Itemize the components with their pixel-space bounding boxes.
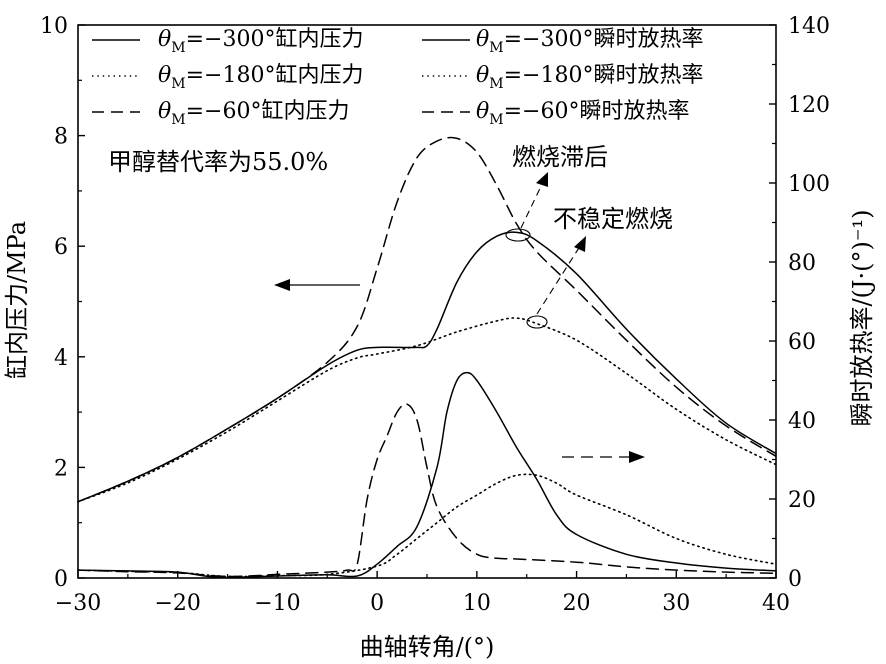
legend: θM=−300°缸内压力 θM=−300°瞬时放热率 θM=−180°缸内压力 θM=… — [92, 27, 703, 128]
y-right-tick-label: 20 — [788, 488, 816, 513]
y-right-tick-label: 80 — [788, 251, 816, 276]
ticks-layer: −30 −20 −10 0 10 20 30 400246810020406080100120… — [40, 14, 830, 616]
x-tick-label: 10 — [463, 591, 491, 616]
legend-label: θM=−300°瞬时放热率 — [476, 27, 703, 56]
y-right-tick-label: 120 — [788, 93, 830, 118]
unstable-pointer-head — [574, 236, 586, 252]
series-layer — [77, 136, 777, 579]
x-tick-label: −30 — [55, 591, 101, 616]
y-left-tick-label: 10 — [40, 14, 68, 39]
y-right-tick-label: 60 — [788, 330, 816, 355]
x-tick-label: 0 — [370, 591, 384, 616]
y-right-tick-label: 100 — [788, 172, 830, 197]
y-left-tick-label: 8 — [54, 125, 68, 150]
legend-label: θM=−60°缸内压力 — [158, 99, 349, 128]
arrow-head-right — [629, 451, 645, 463]
x-tick-label: 30 — [662, 591, 690, 616]
legend-label: θM=−180°瞬时放热率 — [476, 63, 703, 92]
series-line-pressure-solid — [77, 231, 777, 503]
series-line-heat-release-solid — [77, 371, 777, 579]
arrow-head-left — [274, 279, 290, 291]
unstable-marker-ellipse — [526, 315, 548, 329]
y-left-tick-label: 6 — [54, 235, 68, 260]
lag-pointer-head — [536, 172, 548, 187]
y-left-tick-label: 4 — [54, 346, 68, 371]
x-tick-label: −20 — [154, 591, 200, 616]
series-line-heat-release-dashed — [77, 403, 777, 578]
y-axis-right-title: 瞬时放热率/(J·(°)⁻¹) — [848, 209, 876, 426]
unstable-pointer-line — [536, 242, 583, 315]
y-left-tick-label: 2 — [54, 456, 68, 481]
annotation-methanol-rate: 甲醇替代率为55.0% — [108, 148, 328, 176]
x-axis-title: 曲轴转角/(°) — [360, 633, 495, 661]
lag-pointer-line — [520, 177, 546, 229]
y-right-tick-label: 140 — [788, 14, 830, 39]
x-tick-label: 20 — [563, 591, 591, 616]
y-right-tick-label: 40 — [788, 409, 816, 434]
y-right-tick-label: 0 — [788, 567, 802, 592]
y-axis-left-title: 缸内压力/MPa — [3, 221, 31, 379]
legend-label: θM=−60°瞬时放热率 — [476, 99, 689, 128]
lag-marker-ellipse — [505, 228, 531, 242]
x-tick-label: 40 — [762, 591, 790, 616]
y-left-tick-label: 0 — [54, 567, 68, 592]
legend-label: θM=−300°缸内压力 — [158, 27, 363, 56]
x-tick-label: −10 — [254, 591, 300, 616]
annotation-combustion-lag: 燃烧滞后 — [512, 143, 608, 171]
series-line-heat-release-dotted — [77, 473, 777, 578]
legend-label: θM=−180°缸内压力 — [158, 63, 363, 92]
annotation-unstable-combustion: 不稳定燃烧 — [553, 205, 673, 233]
series-line-pressure-dashed — [77, 136, 777, 503]
